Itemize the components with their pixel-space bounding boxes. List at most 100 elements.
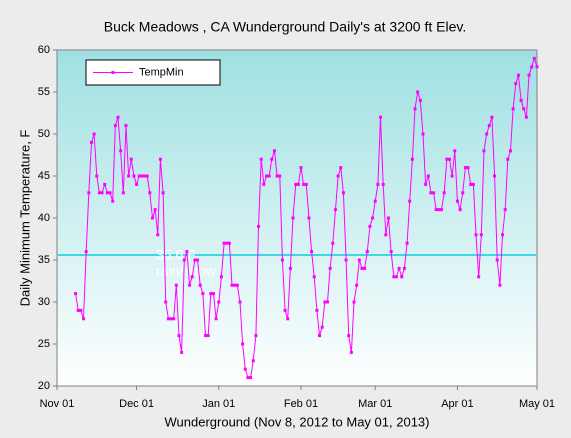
x-tick-label: Mar 01 — [358, 398, 392, 410]
data-point — [485, 132, 489, 136]
data-point — [288, 266, 292, 270]
data-point — [384, 233, 388, 237]
data-point — [124, 124, 128, 128]
data-point — [432, 191, 436, 195]
data-point — [296, 182, 300, 186]
y-axis-label: Daily Minimum Temperature, F — [17, 130, 32, 307]
data-point — [158, 157, 162, 161]
data-point — [97, 191, 101, 195]
data-point — [87, 191, 91, 195]
data-point — [445, 157, 449, 161]
data-point — [506, 157, 510, 161]
data-point — [469, 182, 473, 186]
data-point — [416, 90, 420, 94]
data-point — [450, 174, 454, 178]
data-point — [514, 82, 518, 86]
data-point — [265, 174, 269, 178]
data-point — [119, 149, 123, 153]
data-point — [318, 334, 322, 338]
data-point — [302, 182, 306, 186]
data-point — [458, 208, 462, 212]
data-point — [405, 241, 409, 245]
data-point — [84, 250, 88, 254]
data-point — [511, 107, 515, 111]
data-point — [331, 241, 335, 245]
data-point — [143, 174, 147, 178]
data-point — [363, 266, 367, 270]
data-point — [145, 174, 149, 178]
data-point — [166, 317, 170, 321]
data-point — [219, 275, 223, 279]
x-tick-label: Dec 01 — [119, 398, 154, 410]
data-point — [198, 283, 202, 287]
data-point — [180, 350, 184, 354]
data-point — [185, 250, 189, 254]
data-point — [429, 191, 433, 195]
data-point — [347, 334, 351, 338]
data-point — [286, 317, 290, 321]
data-point — [381, 182, 385, 186]
data-point — [206, 334, 210, 338]
y-tick-label: 45 — [38, 170, 50, 182]
data-point — [188, 283, 192, 287]
data-point — [421, 132, 425, 136]
data-point — [209, 292, 213, 296]
data-point — [410, 157, 414, 161]
data-point — [389, 250, 393, 254]
data-point — [400, 275, 404, 279]
data-point — [477, 275, 481, 279]
y-tick-label: 20 — [38, 380, 50, 392]
data-point — [235, 283, 239, 287]
data-point — [254, 334, 258, 338]
data-point — [177, 334, 181, 338]
data-point — [463, 166, 467, 170]
data-point — [100, 191, 104, 195]
data-point — [474, 233, 478, 237]
data-point — [283, 308, 287, 312]
data-point — [294, 182, 298, 186]
data-point — [148, 191, 152, 195]
data-point — [169, 317, 173, 321]
data-point — [310, 250, 314, 254]
y-tick-label: 60 — [38, 44, 50, 56]
data-point — [530, 65, 534, 69]
data-point — [357, 258, 361, 262]
data-point — [272, 149, 276, 153]
data-point — [156, 233, 160, 237]
data-point — [304, 182, 308, 186]
data-point — [466, 166, 470, 170]
data-point — [267, 174, 271, 178]
data-point — [453, 149, 457, 153]
data-point — [233, 283, 237, 287]
data-point — [516, 73, 520, 77]
data-point — [498, 283, 502, 287]
data-point — [150, 216, 154, 220]
data-point — [95, 174, 99, 178]
y-tick-label: 55 — [38, 86, 50, 98]
data-point — [243, 367, 247, 371]
data-point — [426, 174, 430, 178]
data-point — [262, 182, 266, 186]
data-point — [527, 73, 531, 77]
data-point — [257, 224, 261, 228]
data-point — [230, 283, 234, 287]
x-axis-label: Wunderground (Nov 8, 2012 to May 01, 201… — [165, 414, 430, 429]
data-point — [501, 233, 505, 237]
data-point — [312, 275, 316, 279]
data-point — [397, 266, 401, 270]
data-point — [522, 107, 526, 111]
data-point — [371, 216, 375, 220]
data-point — [127, 174, 131, 178]
data-point — [113, 124, 117, 128]
data-point — [196, 258, 200, 262]
data-point — [471, 182, 475, 186]
y-tick-label: 30 — [38, 296, 50, 308]
data-point — [307, 216, 311, 220]
data-point — [238, 300, 242, 304]
data-point — [328, 266, 332, 270]
data-point — [74, 292, 78, 296]
data-point — [344, 258, 348, 262]
data-point — [79, 308, 83, 312]
data-point — [323, 300, 327, 304]
data-point — [418, 98, 422, 102]
